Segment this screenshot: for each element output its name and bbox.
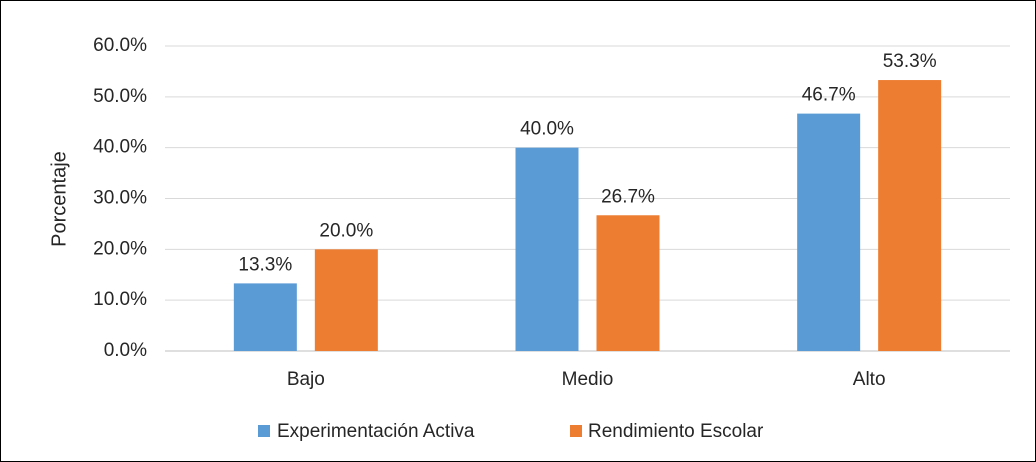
data-label: 20.0%	[319, 220, 373, 241]
x-tick-label: Bajo	[287, 369, 325, 390]
y-tick-label: 50.0%	[93, 86, 147, 107]
data-label: 13.3%	[238, 254, 292, 275]
bar	[314, 249, 378, 351]
bar	[515, 147, 579, 351]
data-label: 26.7%	[601, 186, 655, 207]
y-tick-label: 10.0%	[93, 289, 147, 310]
bar	[797, 113, 861, 351]
data-label: 46.7%	[802, 85, 856, 106]
legend-label: Rendimiento Escolar	[588, 421, 764, 442]
data-label: 53.3%	[883, 51, 937, 72]
y-tick-label: 30.0%	[93, 188, 147, 209]
y-tick-label: 60.0%	[93, 35, 147, 56]
data-label: 40.0%	[520, 119, 574, 140]
x-tick-label: Alto	[853, 369, 886, 390]
bar	[233, 283, 297, 351]
bar	[596, 215, 660, 351]
bar	[878, 80, 942, 351]
y-axis-label: Porcentaje	[48, 151, 70, 247]
y-tick-label: 0.0%	[104, 340, 147, 361]
y-tick-label: 20.0%	[93, 238, 147, 259]
legend-swatch	[258, 425, 270, 437]
legend: Experimentación Activa Rendimiento Escol…	[258, 421, 764, 442]
y-tick-label: 40.0%	[93, 137, 147, 158]
legend-label: Experimentación Activa	[277, 421, 475, 442]
x-tick-label: Medio	[562, 369, 614, 390]
legend-swatch	[570, 425, 582, 437]
